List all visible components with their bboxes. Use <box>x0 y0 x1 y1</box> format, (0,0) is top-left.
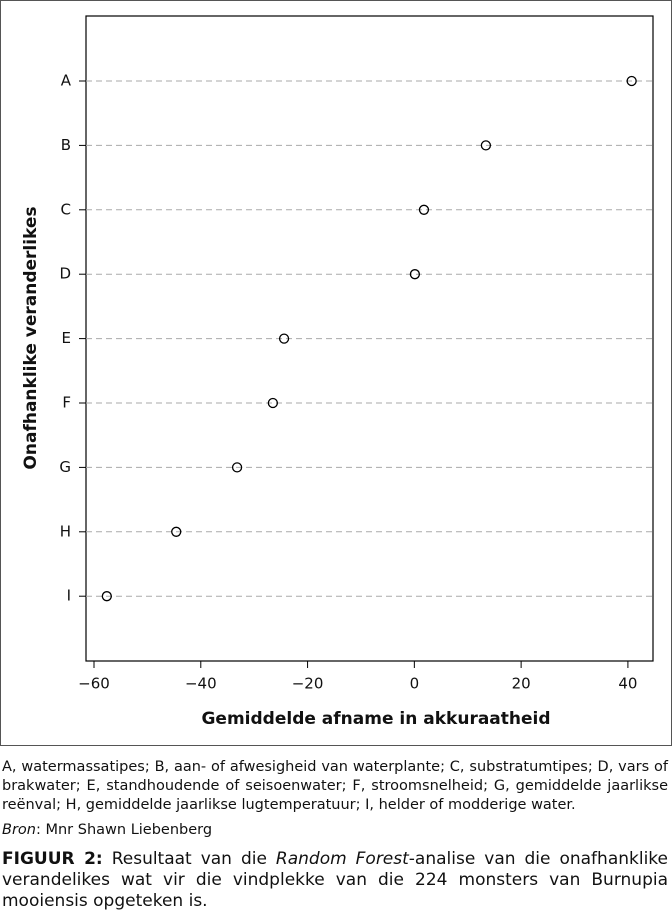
y-tick-label: E <box>62 329 71 347</box>
source: Bron: Mnr Shawn Liebenberg <box>2 821 668 840</box>
y-tick-label: B <box>61 136 71 154</box>
y-axis-title: Onafhanklike veranderlikes <box>21 206 41 469</box>
y-tick-label: D <box>59 265 71 283</box>
y-tick-label: C <box>61 200 71 218</box>
dot <box>267 397 279 409</box>
caption-italic: Random Forest <box>275 849 409 869</box>
source-text: : Mnr Shawn Liebenberg <box>35 822 213 838</box>
y-tick-label: I <box>67 587 71 605</box>
dot <box>278 333 290 344</box>
caption-text: Resultaat van die <box>102 849 276 869</box>
x-tick-label: −20 <box>292 675 324 693</box>
x-tick-label: 0 <box>410 675 420 693</box>
x-tick-label: 20 <box>512 675 531 693</box>
dot <box>480 140 492 151</box>
dot <box>409 269 421 280</box>
source-label: Bron <box>2 822 36 838</box>
y-tick-label: H <box>60 522 71 540</box>
dot <box>101 591 112 602</box>
x-axis-title: Gemiddelde afname in akkuraatheid <box>201 709 550 729</box>
figure-frame: Gemiddelde afname in akkuraatheid Onafha… <box>0 0 672 746</box>
figure-caption: FIGUUR 2: Resultaat van die Random Fores… <box>2 849 668 912</box>
caption-text: -analise van die onafhanklike verandelik… <box>2 849 669 911</box>
x-tick-label: −40 <box>185 675 217 693</box>
dot <box>231 462 243 473</box>
x-tick-label: −60 <box>78 675 110 693</box>
notes: A, watermassatipes; B, aan- of afwesighe… <box>2 759 668 813</box>
dot <box>626 75 637 87</box>
y-tick-label: F <box>62 394 71 412</box>
dot <box>418 204 430 215</box>
caption-label: FIGUUR 2: <box>2 849 103 869</box>
y-tick-label: G <box>59 458 71 476</box>
chart: Gemiddelde afname in akkuraatheid Onafha… <box>21 15 654 729</box>
x-tick-label: 40 <box>618 675 637 693</box>
dot <box>171 526 182 537</box>
y-tick-label: A <box>61 72 72 90</box>
